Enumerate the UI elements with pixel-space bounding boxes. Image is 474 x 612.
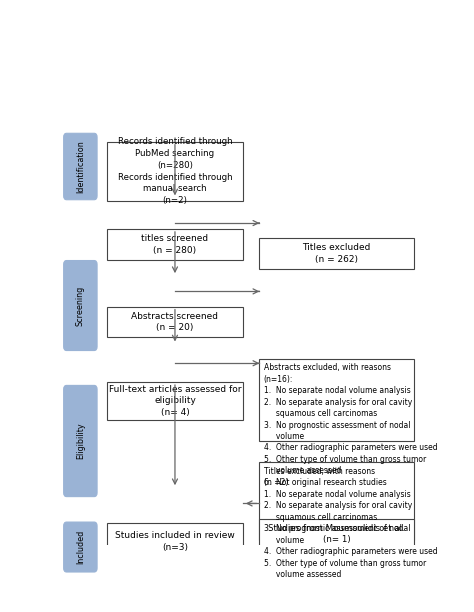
FancyBboxPatch shape	[64, 522, 97, 572]
FancyBboxPatch shape	[107, 382, 243, 420]
FancyBboxPatch shape	[64, 133, 97, 200]
Text: Studies from Moumoulidis et al.
(n= 1): Studies from Moumoulidis et al. (n= 1)	[268, 524, 405, 545]
FancyBboxPatch shape	[259, 519, 414, 550]
Text: Screening: Screening	[76, 285, 85, 326]
Text: Full-text articles assessed for
eligibility
(n= 4): Full-text articles assessed for eligibil…	[109, 385, 241, 417]
FancyBboxPatch shape	[64, 386, 97, 496]
Text: titles screened
(n = 280): titles screened (n = 280)	[141, 234, 209, 255]
FancyBboxPatch shape	[64, 261, 97, 351]
FancyBboxPatch shape	[107, 307, 243, 337]
FancyBboxPatch shape	[107, 523, 243, 559]
Text: Abstracts excluded, with reasons
(n=16):
1.  No separate nodal volume analysis
2: Abstracts excluded, with reasons (n=16):…	[264, 364, 438, 487]
FancyBboxPatch shape	[107, 142, 243, 201]
Text: Titles excluded, with reasons
(n =2)
1.  No separate nodal volume analysis
2.  N: Titles excluded, with reasons (n =2) 1. …	[264, 467, 438, 579]
FancyBboxPatch shape	[259, 359, 414, 441]
Text: Abstracts screened
(n = 20): Abstracts screened (n = 20)	[131, 312, 219, 332]
Text: Records identified through
PubMed searching
(n=280)
Records identified through
m: Records identified through PubMed search…	[118, 137, 232, 205]
FancyBboxPatch shape	[107, 229, 243, 259]
FancyBboxPatch shape	[259, 239, 414, 269]
Text: Studies included in review
(n=3): Studies included in review (n=3)	[115, 531, 235, 551]
Text: Eligibility: Eligibility	[76, 423, 85, 460]
Text: Identification: Identification	[76, 140, 85, 193]
Text: Titles excluded
(n = 262): Titles excluded (n = 262)	[302, 244, 371, 264]
Text: Included: Included	[76, 530, 85, 564]
FancyBboxPatch shape	[259, 462, 414, 540]
